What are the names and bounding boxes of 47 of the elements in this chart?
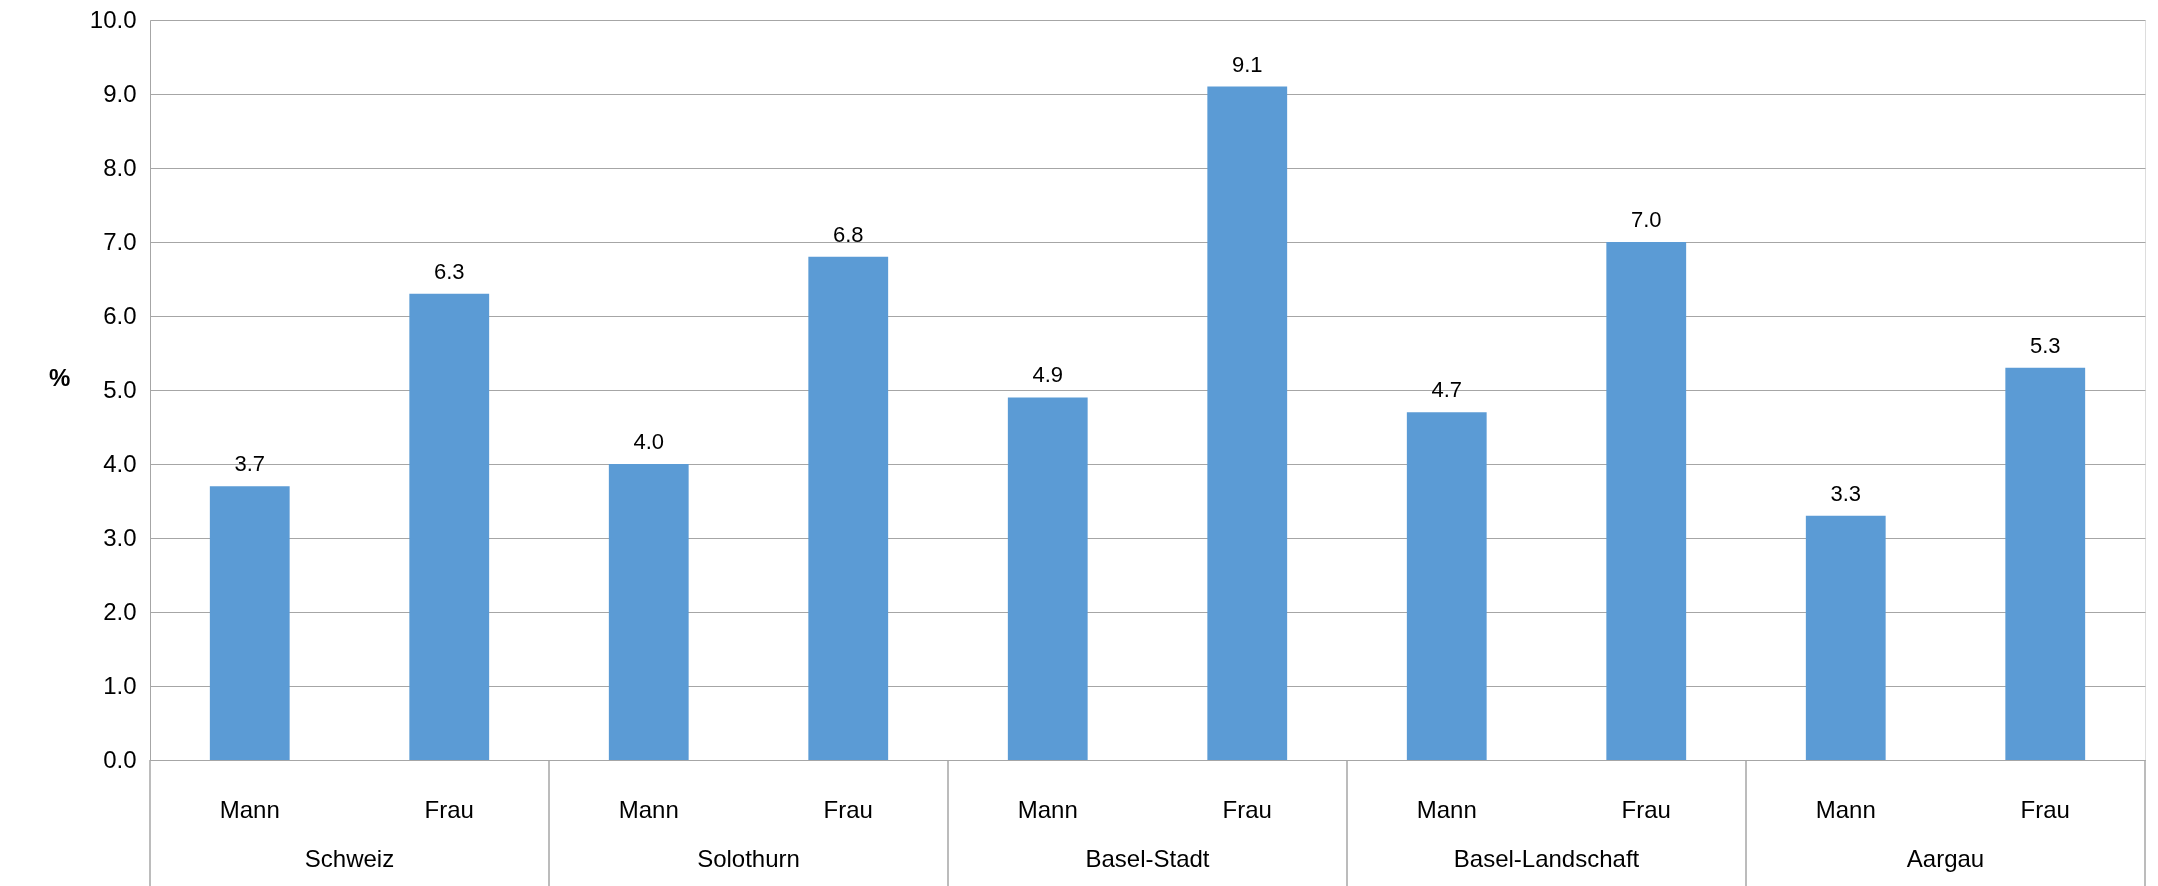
x-tick-label: Mann — [219, 795, 280, 823]
bar — [1606, 242, 1687, 760]
bar — [2005, 367, 2086, 760]
bar — [209, 486, 290, 760]
x-tick-label: Frau — [2020, 795, 2070, 823]
x-tick-label: Frau — [424, 795, 474, 823]
y-tick-label: 6.0 — [103, 301, 137, 329]
x-tick-label: Frau — [823, 795, 873, 823]
text: Solothurn — [697, 845, 800, 872]
y-tick-label: 9.0 — [103, 79, 137, 107]
y-tick-label: 0.0 — [103, 745, 137, 773]
y-tick-label: 5.0 — [103, 375, 137, 403]
text: Basel-Stadt — [1085, 845, 1210, 872]
text: Basel-Landschaft — [1453, 845, 1640, 872]
bar — [1805, 515, 1886, 760]
data-label: 7.0 — [1630, 207, 1662, 232]
x-tick-label: Mann — [1815, 795, 1876, 823]
y-tick-label: 7.0 — [103, 227, 137, 255]
x-tick-label: Frau — [1621, 795, 1671, 823]
bar — [1406, 412, 1487, 760]
x-tick-label: Mann — [618, 795, 679, 823]
data-label: 4.9 — [1032, 362, 1064, 388]
y-tick-label: 3.0 — [103, 523, 137, 551]
data-label: 6.3 — [433, 258, 465, 284]
x-tick-label: Frau — [1222, 795, 1272, 823]
data-label: 3.7 — [234, 451, 266, 477]
bar — [1207, 86, 1288, 760]
y-tick-label: 10.0 — [89, 5, 137, 33]
x-tick-label: Mann — [1416, 795, 1477, 823]
y-tick-label: 2.0 — [103, 597, 137, 625]
data-label: 4.7 — [1431, 377, 1463, 403]
x-tick-label: Mann — [1017, 795, 1078, 823]
bar — [608, 464, 689, 760]
data-label: 3.3 — [1830, 480, 1862, 506]
y-tick-label: 8.0 — [103, 153, 137, 181]
data-label: 6.8 — [832, 221, 864, 247]
y-axis-title: % — [49, 363, 71, 391]
bar — [409, 293, 490, 760]
y-tick-label: 4.0 — [103, 449, 137, 477]
bar — [808, 256, 889, 760]
data-label: 4.0 — [633, 429, 665, 454]
bar — [1007, 397, 1088, 760]
data-label: 5.3 — [2029, 332, 2061, 358]
text: Schweiz — [304, 845, 395, 872]
y-tick-label: 1.0 — [103, 671, 137, 699]
text: Aargau — [1906, 845, 1985, 872]
data-label: 9.1 — [1231, 51, 1263, 77]
